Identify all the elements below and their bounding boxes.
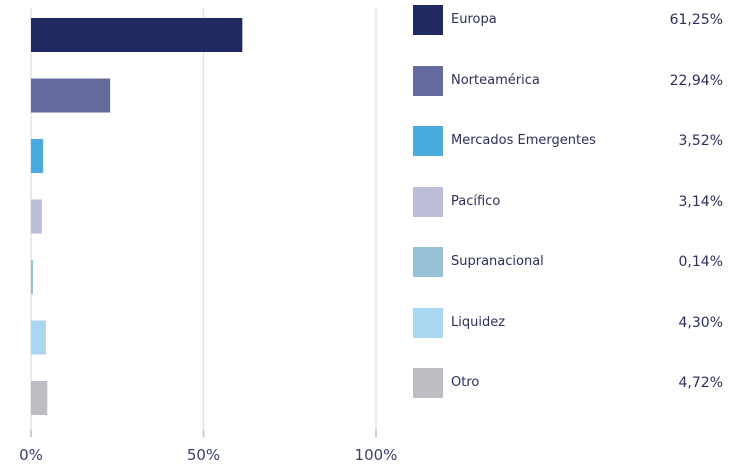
- legend-value: 0,14%: [678, 254, 723, 270]
- legend-label: Supranacional: [451, 254, 544, 269]
- legend-swatch: [413, 247, 443, 277]
- bar-1: [31, 78, 111, 113]
- legend-label: Pacífico: [451, 193, 501, 209]
- bar-3: [31, 199, 42, 234]
- legend-item: Mercados Emergentes 3,52%: [413, 126, 723, 156]
- legend-swatch: [413, 186, 443, 217]
- legend-value: 3,52%: [678, 133, 723, 149]
- legend-label: Liquidez: [451, 314, 506, 330]
- legend-label: Otro: [451, 375, 480, 390]
- x-tick-label-2: 100%: [355, 446, 398, 464]
- legend-item: Norteamérica 22,94%: [413, 65, 723, 96]
- legend-value: 22,94%: [669, 72, 723, 89]
- bar-6: [31, 381, 48, 415]
- x-tick-label-0: 0%: [19, 446, 43, 464]
- x-tick-label-1: 50%: [187, 446, 220, 464]
- bar-5: [31, 320, 46, 355]
- legend-label: Europa: [451, 12, 497, 27]
- legend-label: Mercados Emergentes: [451, 133, 596, 148]
- legend-value: 3,14%: [678, 193, 723, 210]
- legend-item: Supranacional 0,14%: [413, 247, 723, 277]
- bar-4: [31, 260, 33, 294]
- bar-2: [31, 139, 44, 173]
- legend-item: Europa 61,25%: [413, 5, 723, 35]
- legend-value: 61,25%: [669, 12, 723, 28]
- legend-item: Otro 4,72%: [413, 368, 723, 398]
- legend-swatch: [413, 126, 443, 156]
- bar-chart: 0% 50% 100%: [19, 8, 398, 464]
- legend-swatch: [413, 5, 443, 35]
- legend-swatch: [413, 65, 443, 96]
- legend-value: 4,72%: [678, 375, 723, 391]
- legend-value: 4,30%: [678, 314, 723, 331]
- legend-swatch: [413, 307, 443, 338]
- legend-item: Pacífico 3,14%: [413, 186, 723, 217]
- bar-0: [31, 18, 243, 52]
- legend-swatch: [413, 368, 443, 398]
- legend-label: Norteamérica: [451, 72, 540, 88]
- legend-item: Liquidez 4,30%: [413, 307, 723, 338]
